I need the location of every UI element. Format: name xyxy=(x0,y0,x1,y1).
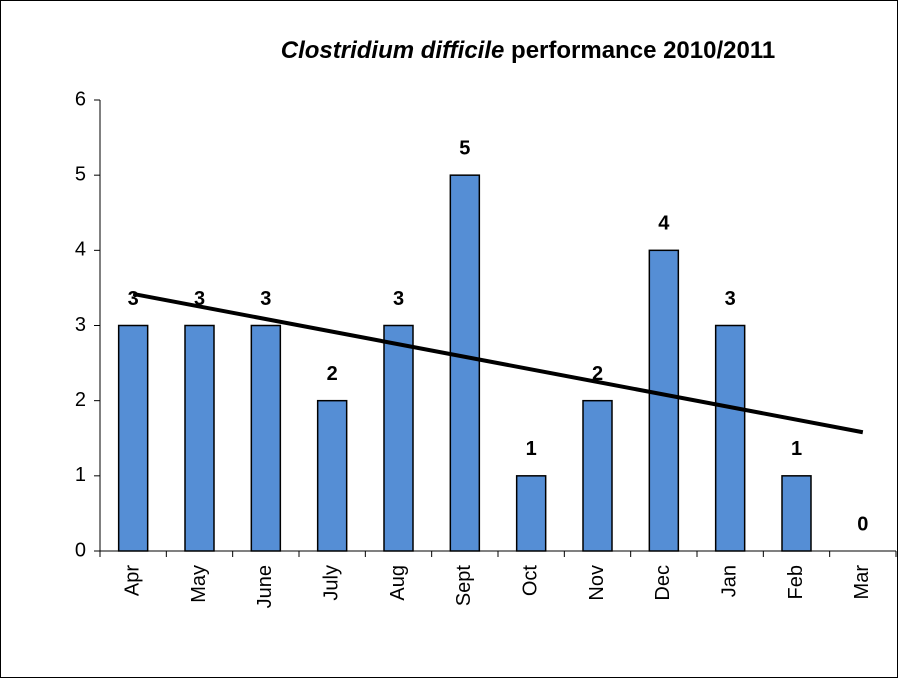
value-label: 3 xyxy=(393,288,404,310)
x-tick-label: Dec xyxy=(652,565,674,601)
bar xyxy=(648,249,680,552)
bar xyxy=(781,475,812,552)
chart-title: Clostridium difficile performance 2010/2… xyxy=(281,37,775,64)
value-label: 3 xyxy=(260,288,271,310)
value-label: 4 xyxy=(658,213,670,235)
x-tick-label: Sept xyxy=(453,565,475,607)
value-label: 5 xyxy=(459,137,470,159)
bar xyxy=(117,324,149,552)
value-label: 0 xyxy=(857,513,868,535)
bar xyxy=(184,324,215,552)
trend-line xyxy=(132,291,864,435)
value-label: 2 xyxy=(592,363,603,385)
y-tick-label: 3 xyxy=(75,314,86,336)
x-tick-label: Feb xyxy=(785,565,807,599)
value-label: 2 xyxy=(327,363,338,385)
bar xyxy=(316,399,348,552)
value-label: 1 xyxy=(791,438,802,460)
x-tick-label: Nov xyxy=(586,565,608,601)
y-tick-label: 2 xyxy=(75,389,86,411)
x-tick-label: Apr xyxy=(121,565,143,596)
x-tick-label: Aug xyxy=(387,565,409,601)
value-label: 3 xyxy=(725,288,736,310)
y-tick-label: 5 xyxy=(75,163,86,185)
x-tick-label: Jan xyxy=(718,565,740,597)
x-tick-label: June xyxy=(254,565,276,608)
y-tick-label: 1 xyxy=(75,464,86,486)
bar xyxy=(515,475,547,552)
bar xyxy=(250,324,282,552)
bar xyxy=(714,324,746,552)
x-tick-label: Mar xyxy=(851,565,873,600)
value-label: 1 xyxy=(526,438,537,460)
value-label: 3 xyxy=(128,288,139,310)
x-tick-label: July xyxy=(320,565,342,601)
y-tick-label: 4 xyxy=(75,239,86,261)
title-rest: performance 2010/2011 xyxy=(511,37,775,64)
y-tick-label: 6 xyxy=(75,88,86,110)
y-tick-label: 0 xyxy=(75,539,86,561)
title-italic: Clostridium difficile xyxy=(281,37,505,64)
x-tick-label: Oct xyxy=(519,565,541,597)
x-tick-label: May xyxy=(188,565,210,603)
value-label: 3 xyxy=(194,288,205,310)
bar xyxy=(383,324,414,552)
bar xyxy=(582,399,613,552)
bar xyxy=(449,174,481,552)
